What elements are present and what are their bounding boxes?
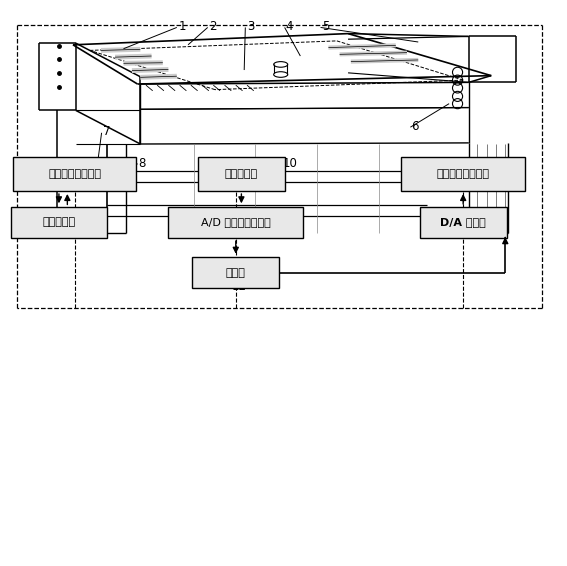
Text: 6: 6 bbox=[412, 119, 419, 132]
Text: 3: 3 bbox=[247, 20, 255, 33]
FancyBboxPatch shape bbox=[401, 157, 525, 191]
Text: 13: 13 bbox=[498, 157, 513, 170]
FancyBboxPatch shape bbox=[198, 157, 285, 191]
Text: 1: 1 bbox=[179, 20, 186, 33]
FancyBboxPatch shape bbox=[192, 258, 280, 288]
Text: 14: 14 bbox=[486, 206, 502, 219]
FancyBboxPatch shape bbox=[420, 207, 507, 238]
Text: 12: 12 bbox=[232, 280, 247, 293]
Text: 信号发生器: 信号发生器 bbox=[43, 217, 75, 228]
Text: 5: 5 bbox=[321, 20, 329, 33]
Text: 压电陶瓷驱动电源: 压电陶瓷驱动电源 bbox=[48, 169, 101, 179]
FancyBboxPatch shape bbox=[11, 207, 107, 238]
Text: 2: 2 bbox=[209, 20, 217, 33]
Text: 9: 9 bbox=[89, 206, 97, 219]
FancyBboxPatch shape bbox=[168, 207, 303, 238]
Text: 电荷放大器: 电荷放大器 bbox=[225, 169, 258, 179]
Text: 压电陶瓷驱动电源: 压电陶瓷驱动电源 bbox=[437, 169, 490, 179]
Text: 10: 10 bbox=[282, 157, 297, 170]
Text: 11: 11 bbox=[282, 206, 297, 219]
Text: 计算机: 计算机 bbox=[226, 268, 246, 278]
Text: 8: 8 bbox=[139, 157, 146, 170]
Text: A/D 转换数据采集卡: A/D 转换数据采集卡 bbox=[201, 217, 270, 228]
Text: 7: 7 bbox=[103, 125, 110, 138]
FancyBboxPatch shape bbox=[13, 157, 137, 191]
Text: D/A 转换卡: D/A 转换卡 bbox=[441, 217, 486, 228]
Ellipse shape bbox=[274, 72, 287, 78]
Text: 4: 4 bbox=[286, 20, 293, 33]
